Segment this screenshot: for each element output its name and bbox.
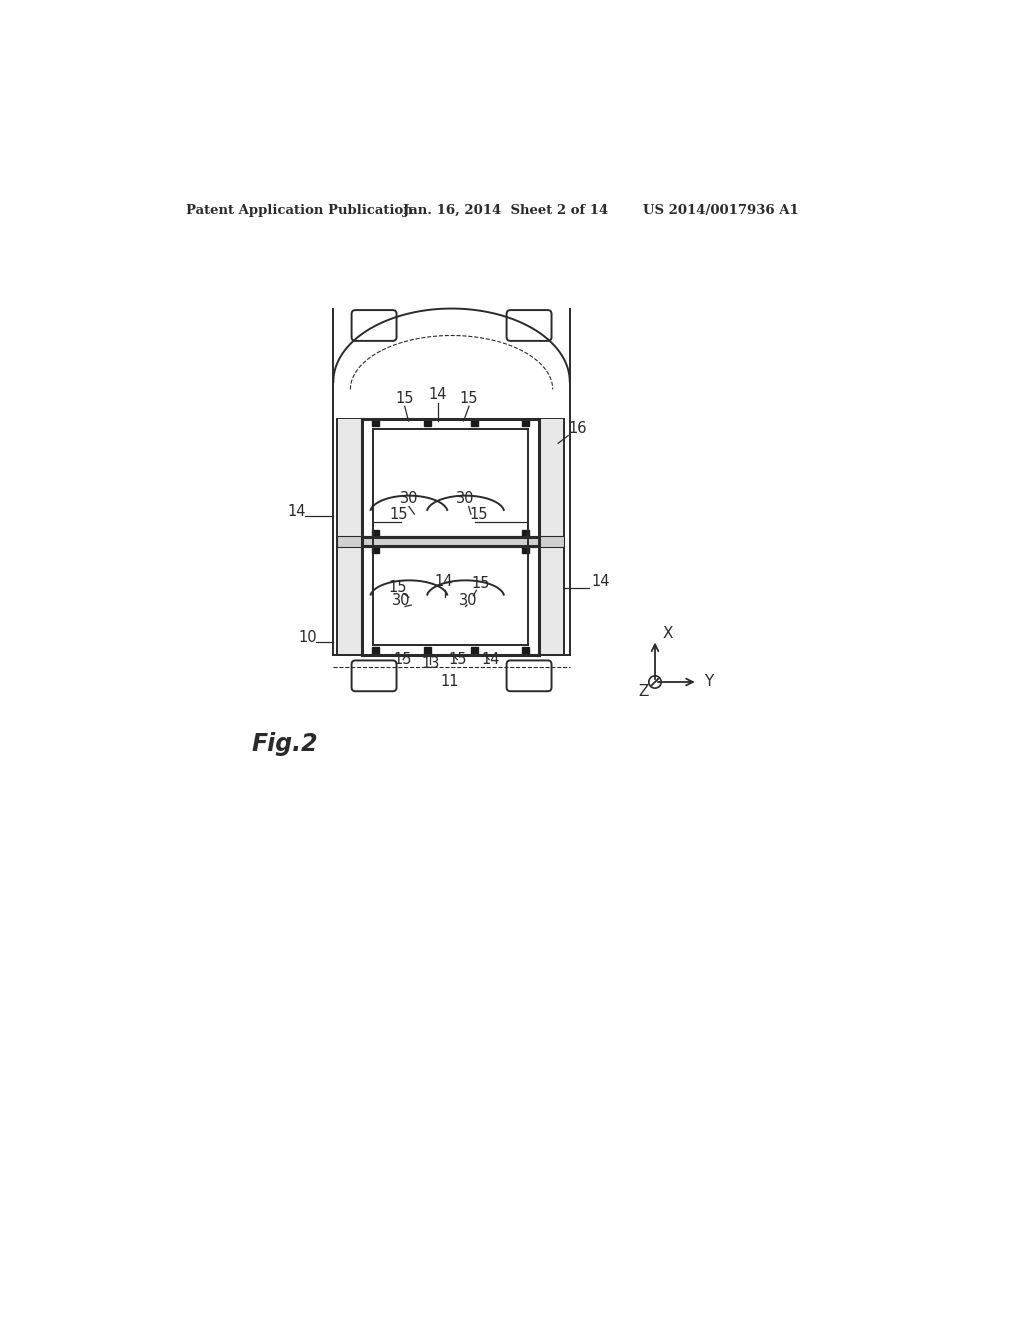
Text: Jan. 16, 2014  Sheet 2 of 14: Jan. 16, 2014 Sheet 2 of 14 [403,205,608,218]
Text: 15: 15 [395,391,414,407]
Polygon shape [337,536,563,548]
Text: X: X [663,626,673,642]
Bar [521,420,528,426]
Text: 30: 30 [457,491,475,507]
Text: Z: Z [638,684,648,698]
Bar [471,647,478,655]
Bar [372,546,379,553]
Text: 16: 16 [568,421,587,436]
Polygon shape [540,420,563,655]
Text: 13: 13 [421,656,439,671]
Bar [521,647,528,655]
Text: 14: 14 [288,504,306,520]
Polygon shape [338,420,361,655]
Text: 15: 15 [388,579,407,595]
Bar [521,529,528,536]
Bar [372,420,379,426]
Text: 14: 14 [592,574,610,589]
Bar [424,420,431,426]
Text: 30: 30 [392,593,411,609]
Text: 15: 15 [460,391,478,407]
Bar [471,420,478,426]
Text: 14: 14 [481,652,500,668]
Bar [424,647,431,655]
Text: 11: 11 [440,673,459,689]
Text: 15: 15 [472,576,490,591]
Text: 30: 30 [460,593,478,609]
Text: 10: 10 [298,630,317,645]
Text: 14: 14 [434,574,453,589]
Text: Y: Y [703,675,713,689]
Bar [372,647,379,655]
Text: Fig.2: Fig.2 [252,733,318,756]
Text: Patent Application Publication: Patent Application Publication [186,205,413,218]
Text: 30: 30 [399,491,418,507]
Bar [521,546,528,553]
Bar [372,529,379,536]
Text: US 2014/0017936 A1: US 2014/0017936 A1 [643,205,799,218]
Text: 15: 15 [449,652,467,668]
Text: 15: 15 [469,507,488,521]
Text: 15: 15 [394,652,413,668]
Text: 15: 15 [389,507,409,521]
Text: 14: 14 [429,387,447,401]
